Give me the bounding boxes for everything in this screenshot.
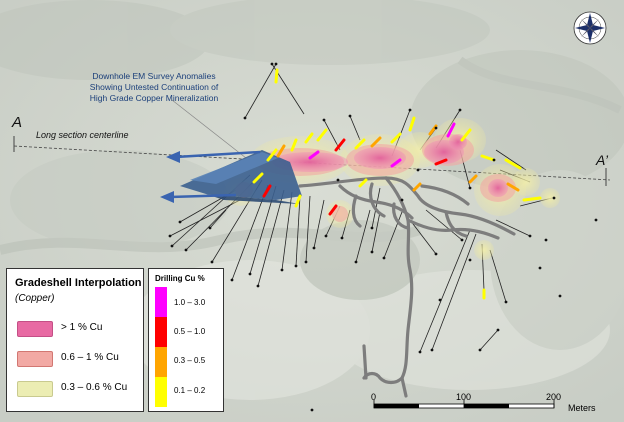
underground-workings xyxy=(298,176,516,398)
em-label-leader xyxy=(171,99,247,159)
cu-bar-yellow xyxy=(155,377,167,407)
centerline-label: Long section centerline xyxy=(36,130,129,140)
cu-label: 0.5 – 1.0 xyxy=(174,327,206,336)
gradeshell-legend-label: > 1 % Cu xyxy=(61,322,103,333)
cu-bar-red xyxy=(155,317,167,347)
gradeshell-legend-item: 0.3 – 0.6 % Cu xyxy=(17,381,141,397)
drilling-cu-legend: Drilling Cu % 1.0 – 3.0 0.5 – 1.0 0.3 – … xyxy=(148,268,224,412)
gradeshell-legend-item: > 1 % Cu xyxy=(17,321,141,337)
scale-bar xyxy=(373,400,555,409)
gradeshell-legend-item: 0.6 – 1 % Cu xyxy=(17,351,141,367)
cu-bar-orange xyxy=(155,347,167,377)
em-label-line1: Downhole EM Survey Anomalies xyxy=(92,71,216,81)
section-start-label: A xyxy=(12,114,23,131)
gradeshell-legend: Gradeshell Interpolation (Copper) > 1 % … xyxy=(6,268,144,412)
swatch-low-grade xyxy=(17,381,53,397)
gradeshell-legend-label: 0.6 – 1 % Cu xyxy=(61,352,119,363)
cu-label: 0.3 – 0.5 xyxy=(174,356,206,365)
cu-label: 0.1 – 0.2 xyxy=(174,386,206,395)
em-anomaly-label: Downhole EM Survey Anomalies Showing Unt… xyxy=(80,71,228,104)
cu-label: 1.0 – 3.0 xyxy=(174,298,206,307)
swatch-mid-grade xyxy=(17,351,53,367)
section-end-label: A’ xyxy=(596,152,608,168)
em-anomaly-plates xyxy=(180,150,302,204)
gradeshell-legend-title: Gradeshell Interpolation xyxy=(15,277,142,289)
drill-collars xyxy=(168,62,598,412)
drilling-legend-title: Drilling Cu % xyxy=(155,274,205,283)
em-anomaly-arrows xyxy=(160,150,261,203)
compass-rose-icon xyxy=(573,11,607,45)
em-label-line3: High Grade Copper Mineralization xyxy=(89,93,219,103)
cu-bar-magenta xyxy=(155,287,167,317)
swatch-high-grade xyxy=(17,321,53,337)
gradeshell-legend-label: 0.3 – 0.6 % Cu xyxy=(61,382,128,393)
gradeshell-legend-subtitle: (Copper) xyxy=(15,293,55,304)
em-label-line2: Showing Untested Continuation of xyxy=(89,82,219,92)
drill-intersections xyxy=(252,68,542,300)
